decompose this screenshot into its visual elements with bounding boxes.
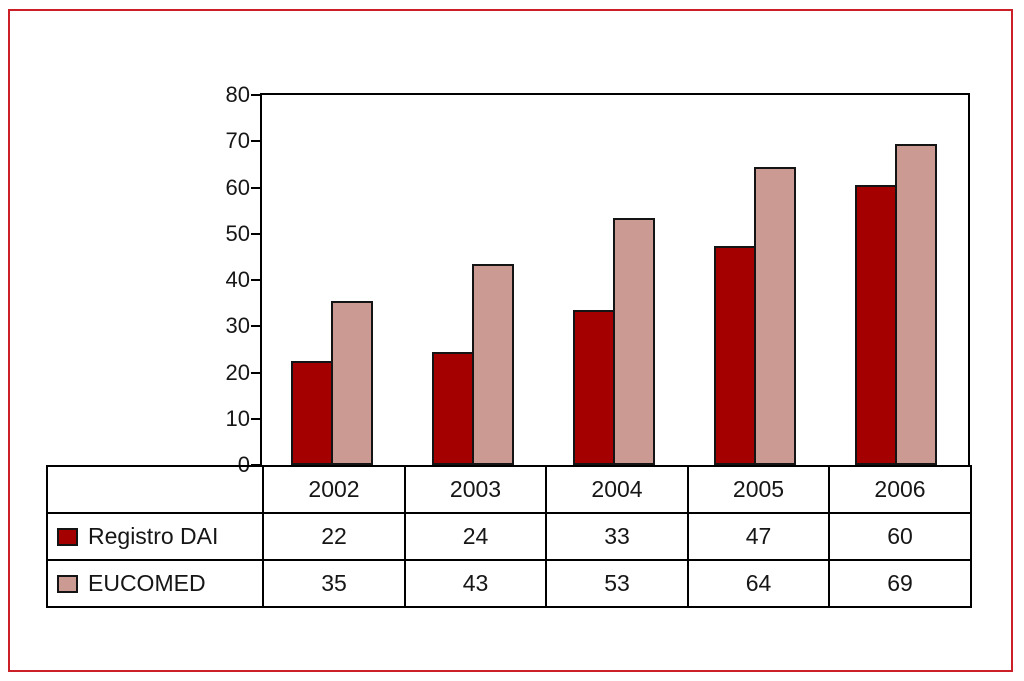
bar-registro-dai-2006 [855,185,897,465]
value-cell: 33 [545,512,689,561]
bar-eucomed-2004 [613,218,655,465]
y-axis-tick-mark [251,140,260,142]
y-axis-tick-label: 10 [225,406,250,431]
bar-registro-dai-2002 [291,361,333,465]
data-table: 2002 2003 2004 2005 2006 Registro DAI 22 24 33 47… [46,465,972,608]
bar-eucomed-2005 [754,167,796,465]
bar-eucomed-2003 [472,264,514,465]
y-axis-tick-label: 70 [225,128,250,153]
legend-swatch-registro-dai [57,527,78,546]
value-cell: 24 [404,512,547,561]
year-header-cell: 2006 [828,465,972,514]
y-axis-tick-label: 20 [225,360,250,385]
y-axis-tick-mark [251,372,260,374]
legend-cell-registro-dai: Registro DAI [46,512,264,561]
y-axis-tick-mark [251,279,260,281]
year-header-cell: 2005 [687,465,830,514]
value-cell: 43 [404,559,547,608]
legend-swatch-eucomed [57,574,78,593]
year-header-cell: 2004 [545,465,689,514]
year-header-cell: 2003 [404,465,547,514]
bars-container [262,95,968,465]
legend-label: EUCOMED [88,570,206,596]
y-axis-tick-label: 50 [225,221,250,246]
year-header-cell: 2002 [262,465,406,514]
y-axis-tick-mark [251,418,260,420]
value-cell: 47 [687,512,830,561]
table-corner-spacer [46,465,264,514]
legend-label: Registro DAI [88,523,219,549]
bar-eucomed-2002 [331,301,373,465]
bar-registro-dai-2004 [573,310,615,465]
table-row: Registro DAI 22 24 33 47 60 [46,512,972,561]
value-cell: 64 [687,559,830,608]
value-cell: 53 [545,559,689,608]
y-axis-tick-mark [251,325,260,327]
y-axis-tick-label: 30 [225,313,250,338]
y-axis-tick-label: 80 [225,82,250,107]
value-cell: 60 [828,512,972,561]
value-cell: 22 [262,512,406,561]
table-row: EUCOMED 35 43 53 64 69 [46,559,972,608]
bar-registro-dai-2005 [714,246,756,465]
value-cell: 35 [262,559,406,608]
bar-registro-dai-2003 [432,352,474,465]
y-axis-tick-label: 60 [225,175,250,200]
value-cell: 69 [828,559,972,608]
y-axis-tick-label: 40 [225,267,250,292]
y-axis-tick-mark [251,94,260,96]
y-axis-tick-mark [251,187,260,189]
y-axis-tick-mark [251,233,260,235]
legend-cell-eucomed: EUCOMED [46,559,264,608]
plot-area [260,93,970,467]
bar-eucomed-2006 [895,144,937,465]
y-axis-tick-mark [251,464,260,466]
